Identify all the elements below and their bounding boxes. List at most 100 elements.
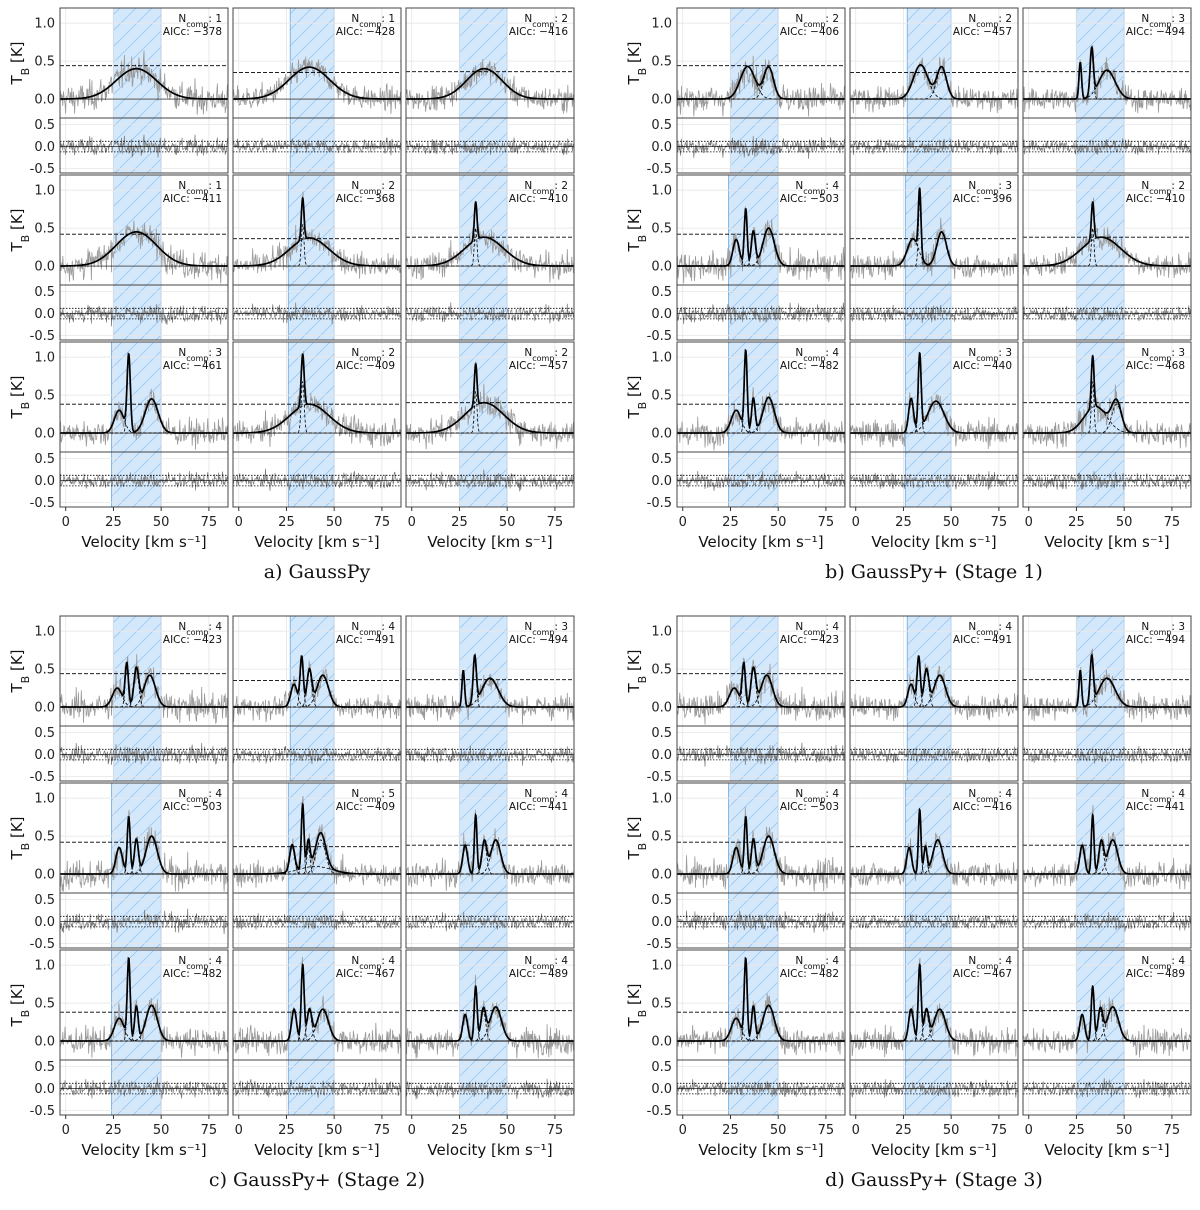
y-axis-label: TB [K] — [625, 816, 649, 860]
ncomp-value: 3 — [1178, 621, 1185, 633]
data-spectrum — [232, 656, 402, 723]
ncomp-sep: : — [998, 955, 1005, 967]
aicc-value: −503 — [193, 801, 222, 813]
aicc-label: AICc: −409 — [336, 801, 395, 813]
ncomp-value: 2 — [561, 347, 568, 359]
ncomp-label-sub: comp — [803, 795, 825, 804]
aicc-label: AICc: −406 — [780, 26, 839, 38]
y-tick-label: 0.0 — [34, 307, 55, 322]
y-tick-label: 0.5 — [34, 118, 55, 133]
ncomp-value: 4 — [215, 955, 222, 967]
ncomp-value: 4 — [832, 621, 839, 633]
residual-spectrum — [676, 135, 846, 159]
y-tick-label: 0.0 — [34, 260, 55, 275]
y-tick-label: 0.5 — [651, 893, 672, 908]
residual-frame — [676, 284, 846, 341]
y-tick-label: 0.0 — [651, 1082, 672, 1097]
residual-frame — [1022, 117, 1192, 174]
fit-curve — [677, 956, 845, 1042]
aicc-label-text: AICc: — [336, 968, 366, 980]
aicc-label-text: AICc: — [780, 968, 810, 980]
y-tick-label: 0.0 — [651, 427, 672, 442]
aicc-value: −441 — [1156, 801, 1185, 813]
ncomp-sep: : — [554, 347, 561, 359]
y-tick-label: 0.0 — [34, 915, 55, 930]
ncomp-label: Ncomp: 4 — [795, 347, 839, 363]
fit-curve — [677, 65, 845, 100]
ncomp-label-main: N — [795, 955, 803, 967]
y-axis-label: TB [K] — [8, 208, 32, 252]
ncomp-value: 4 — [832, 347, 839, 359]
y-tick-label: 0.5 — [651, 118, 672, 133]
x-tick-label: 75 — [201, 515, 218, 530]
aicc-label: AICc: −503 — [780, 193, 839, 205]
ncomp-label-main: N — [968, 347, 976, 359]
aicc-label-text: AICc: — [336, 801, 366, 813]
x-tick-label: 75 — [547, 515, 564, 530]
ncomp-label-sub: comp — [803, 20, 825, 29]
ncomp-label: Ncomp: 2 — [524, 180, 568, 196]
x-tick-label: 75 — [1164, 515, 1181, 530]
residual-frame — [849, 892, 1019, 949]
y-tick-label: 0.0 — [34, 1082, 55, 1097]
aicc-value: −468 — [1156, 360, 1185, 372]
y-axis-label-main: T — [8, 75, 26, 86]
residual-frame — [59, 725, 229, 782]
aicc-value: −494 — [1156, 634, 1185, 646]
aicc-label: AICc: −489 — [1126, 968, 1185, 980]
ncomp-label: Ncomp: 4 — [351, 621, 395, 637]
aicc-value: −457 — [983, 26, 1012, 38]
data-spectrum — [1022, 648, 1192, 723]
ncomp-value: 3 — [1178, 347, 1185, 359]
x-tick-label: 75 — [547, 1123, 564, 1138]
aicc-label-text: AICc: — [953, 801, 983, 813]
fit-curve — [1023, 653, 1191, 708]
ncomp-label: Ncomp: 2 — [795, 13, 839, 29]
data-spectrum — [232, 351, 402, 448]
y-tick-label: 1.0 — [34, 792, 55, 807]
ncomp-label-main: N — [1141, 180, 1149, 192]
ncomp-label: Ncomp: 4 — [795, 621, 839, 637]
residual-frame — [232, 284, 402, 341]
ncomp-sep: : — [381, 621, 388, 633]
ncomp-label-main: N — [968, 13, 976, 25]
fit-curve — [850, 187, 1018, 267]
ncomp-label-main: N — [351, 621, 359, 633]
highlight-hatch — [290, 616, 335, 726]
aicc-value: −482 — [193, 968, 222, 980]
highlight-hatch — [905, 452, 952, 507]
aicc-value: −378 — [193, 26, 222, 38]
ncomp-label-sub: comp — [803, 187, 825, 196]
ncomp-label-main: N — [178, 13, 186, 25]
ncomp-label-main: N — [178, 955, 186, 967]
aicc-label-text: AICc: — [509, 193, 539, 205]
aicc-label: AICc: −378 — [163, 26, 222, 38]
fit-curve — [60, 816, 228, 875]
highlight-hatch — [730, 726, 779, 781]
data-spectrum — [1022, 47, 1192, 114]
y-tick-label: -0.5 — [30, 1104, 55, 1119]
y-tick-label: 0.0 — [34, 474, 55, 489]
aicc-label: AICc: −503 — [163, 801, 222, 813]
aicc-label: AICc: −410 — [509, 193, 568, 205]
fit-curve — [850, 963, 1018, 1042]
x-axis-label: Velocity [km s⁻¹] — [427, 533, 552, 551]
ncomp-label-main: N — [178, 347, 186, 359]
y-axis-label-main: T — [8, 850, 26, 861]
y-tick-label: 1.0 — [651, 625, 672, 640]
ncomp-label-sub: comp — [532, 962, 554, 971]
highlight-hatch — [288, 950, 335, 1060]
ncomp-value: 3 — [1005, 180, 1012, 192]
data-spectrum — [59, 353, 229, 450]
ncomp-value: 1 — [215, 13, 222, 25]
ncomp-label-main: N — [524, 955, 532, 967]
aicc-label-text: AICc: — [509, 801, 539, 813]
y-axis-label-unit: [K] — [8, 816, 26, 842]
aicc-label-text: AICc: — [336, 193, 366, 205]
aicc-label: AICc: −428 — [336, 26, 395, 38]
y-axis-label-sub: B — [636, 1010, 649, 1018]
